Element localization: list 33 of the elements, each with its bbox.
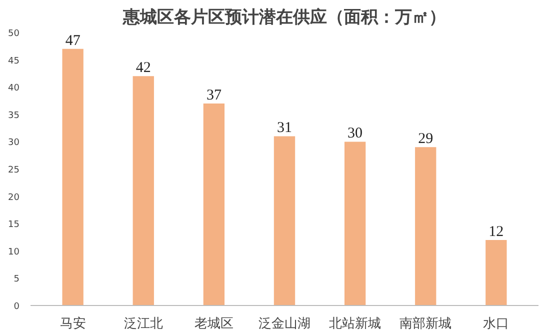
bar: [132, 76, 154, 306]
data-label: 42: [136, 60, 151, 76]
bar: [62, 48, 84, 306]
x-tick-label: 马安: [60, 316, 86, 332]
x-tick-label: 老城区: [194, 316, 234, 332]
y-tick-label: 10: [8, 247, 20, 258]
y-tick-label: 15: [8, 220, 20, 230]
y-tick-label: 50: [8, 29, 20, 39]
y-tick-label: 0: [14, 302, 20, 312]
x-tick-label: 泛江北: [124, 316, 163, 332]
x-tick-label: 水口: [483, 316, 510, 332]
y-tick-label: 40: [8, 84, 20, 94]
y-tick-label: 30: [8, 138, 20, 148]
bar: [344, 142, 366, 306]
data-label: 31: [277, 120, 292, 136]
data-label: 37: [206, 87, 222, 104]
chart-title: 惠城区各片区预计潜在供应（面积：万㎡）: [122, 8, 446, 28]
y-tick-label: 5: [14, 274, 20, 285]
data-label: 47: [65, 32, 81, 49]
bar: [415, 147, 436, 306]
bar: [203, 103, 225, 306]
x-tick-label: 南部新城: [400, 316, 452, 332]
y-tick-label: 20: [8, 192, 20, 203]
data-label: 29: [418, 131, 434, 148]
y-tick-label: 25: [8, 166, 20, 176]
bar: [486, 240, 507, 306]
bar: [274, 136, 296, 306]
x-tick-label: 北站新城: [329, 316, 382, 332]
y-tick-label: 35: [8, 110, 20, 121]
data-label: 30: [348, 126, 363, 142]
data-label: 12: [488, 224, 504, 240]
y-tick-label: 45: [8, 56, 20, 66]
x-tick-label: 泛金山湖: [258, 316, 310, 332]
